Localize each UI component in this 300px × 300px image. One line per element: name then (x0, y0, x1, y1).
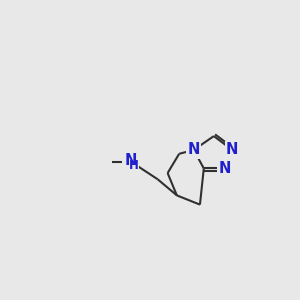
Text: N: N (226, 142, 238, 158)
Text: N: N (218, 161, 231, 176)
Text: N: N (188, 142, 200, 158)
Text: N: N (124, 153, 137, 168)
Text: H: H (129, 159, 139, 172)
